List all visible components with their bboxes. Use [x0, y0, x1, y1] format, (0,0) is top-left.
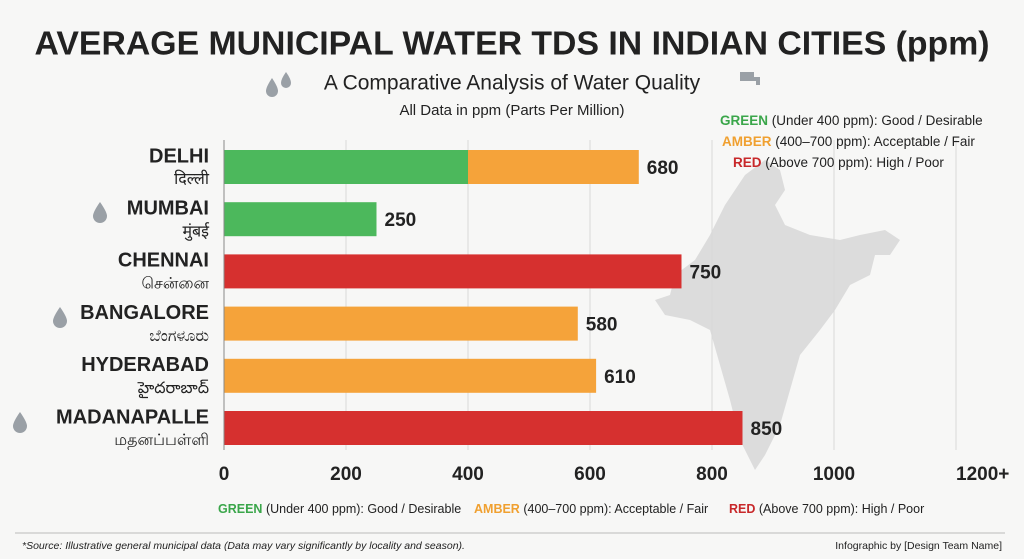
bar: [224, 411, 743, 445]
india-map: [655, 160, 900, 470]
category-label: MADANAPALLE: [56, 406, 209, 428]
legend-key: AMBER: [474, 502, 520, 516]
bar-segment: [224, 150, 468, 184]
category-label: MUMBAI: [127, 197, 209, 219]
native-name: मुंबई: [182, 221, 210, 241]
bar: [224, 358, 597, 393]
legend-text: (Under 400 ppm): Good / Desirable: [266, 502, 461, 516]
category-label: BANGALORE: [80, 302, 209, 324]
legend-key: RED: [733, 155, 762, 170]
category-label: HYDERABAD: [81, 354, 209, 376]
legend-entry: RED (Above 700 ppm): High / Poor: [733, 155, 944, 170]
value-label: 680: [647, 158, 679, 179]
drop-icons: [13, 72, 760, 433]
native-name: ಬೆಂಗಳೂರು: [149, 328, 209, 345]
x-tick-label: 0: [219, 464, 230, 485]
value-label: 610: [604, 367, 636, 388]
title: AVERAGE MUNICIPAL WATER TDS IN INDIAN CI…: [35, 25, 990, 62]
bar: [224, 254, 682, 289]
legend-entry: AMBER (400–700 ppm): Acceptable / Fair: [474, 502, 708, 516]
x-tick-label: 800: [696, 464, 728, 485]
category-label: DELHI: [149, 145, 209, 167]
source-note: *Source: Illustrative general municipal …: [22, 540, 465, 552]
credit: Infographic by [Design Team Name]: [835, 540, 1002, 552]
x-tick-label: 200: [330, 464, 362, 485]
legend-top: GREEN (Under 400 ppm): Good / DesirableA…: [720, 113, 983, 170]
subtitle: A Comparative Analysis of Water Quality: [324, 72, 701, 95]
legend-key: AMBER: [722, 134, 772, 149]
value-label: 850: [751, 419, 783, 440]
plot: 0 200 400 600 800 1000 1200+ DELHI दिल्ली 680 MUMB…: [56, 140, 1009, 485]
legend-entry: GREEN (Under 400 ppm): Good / Desirable: [218, 502, 461, 516]
legend-text: (400–700 ppm): Acceptable / Fair: [775, 134, 975, 149]
x-tick-label: 1200+: [956, 464, 1009, 485]
x-tick-label: 400: [452, 464, 484, 485]
unit-note: All Data in ppm (Parts Per Million): [399, 102, 624, 119]
native-name: హైదరాబాద్: [137, 379, 209, 399]
legend-key: GREEN: [218, 502, 262, 516]
legend-key: GREEN: [720, 113, 768, 128]
legend-entry: GREEN (Under 400 ppm): Good / Desirable: [720, 113, 983, 128]
bar-segment: [468, 150, 639, 184]
bar: [224, 202, 377, 237]
legend-bottom: GREEN (Under 400 ppm): Good / Desirable A…: [218, 502, 924, 516]
native-name: சென்னை: [142, 276, 210, 293]
value-label: 750: [690, 262, 722, 283]
legend-text: (Above 700 ppm): High / Poor: [759, 502, 924, 516]
category-label: CHENNAI: [118, 250, 209, 272]
x-tick-label: 1000: [813, 464, 855, 485]
legend-text: (400–700 ppm): Acceptable / Fair: [523, 502, 708, 516]
bar: [224, 306, 578, 341]
legend-text: (Above 700 ppm): High / Poor: [765, 155, 944, 170]
legend-key: RED: [729, 502, 755, 516]
legend-entry: AMBER (400–700 ppm): Acceptable / Fair: [722, 134, 975, 149]
legend-entry: RED (Above 700 ppm): High / Poor: [729, 502, 924, 516]
value-label: 250: [385, 210, 417, 231]
native-name: மதனப்பள்ளி: [114, 432, 209, 449]
value-label: 580: [586, 315, 618, 336]
legend-text: (Under 400 ppm): Good / Desirable: [772, 113, 983, 128]
native-name: दिल्ली: [174, 169, 210, 188]
x-tick-label: 600: [574, 464, 606, 485]
